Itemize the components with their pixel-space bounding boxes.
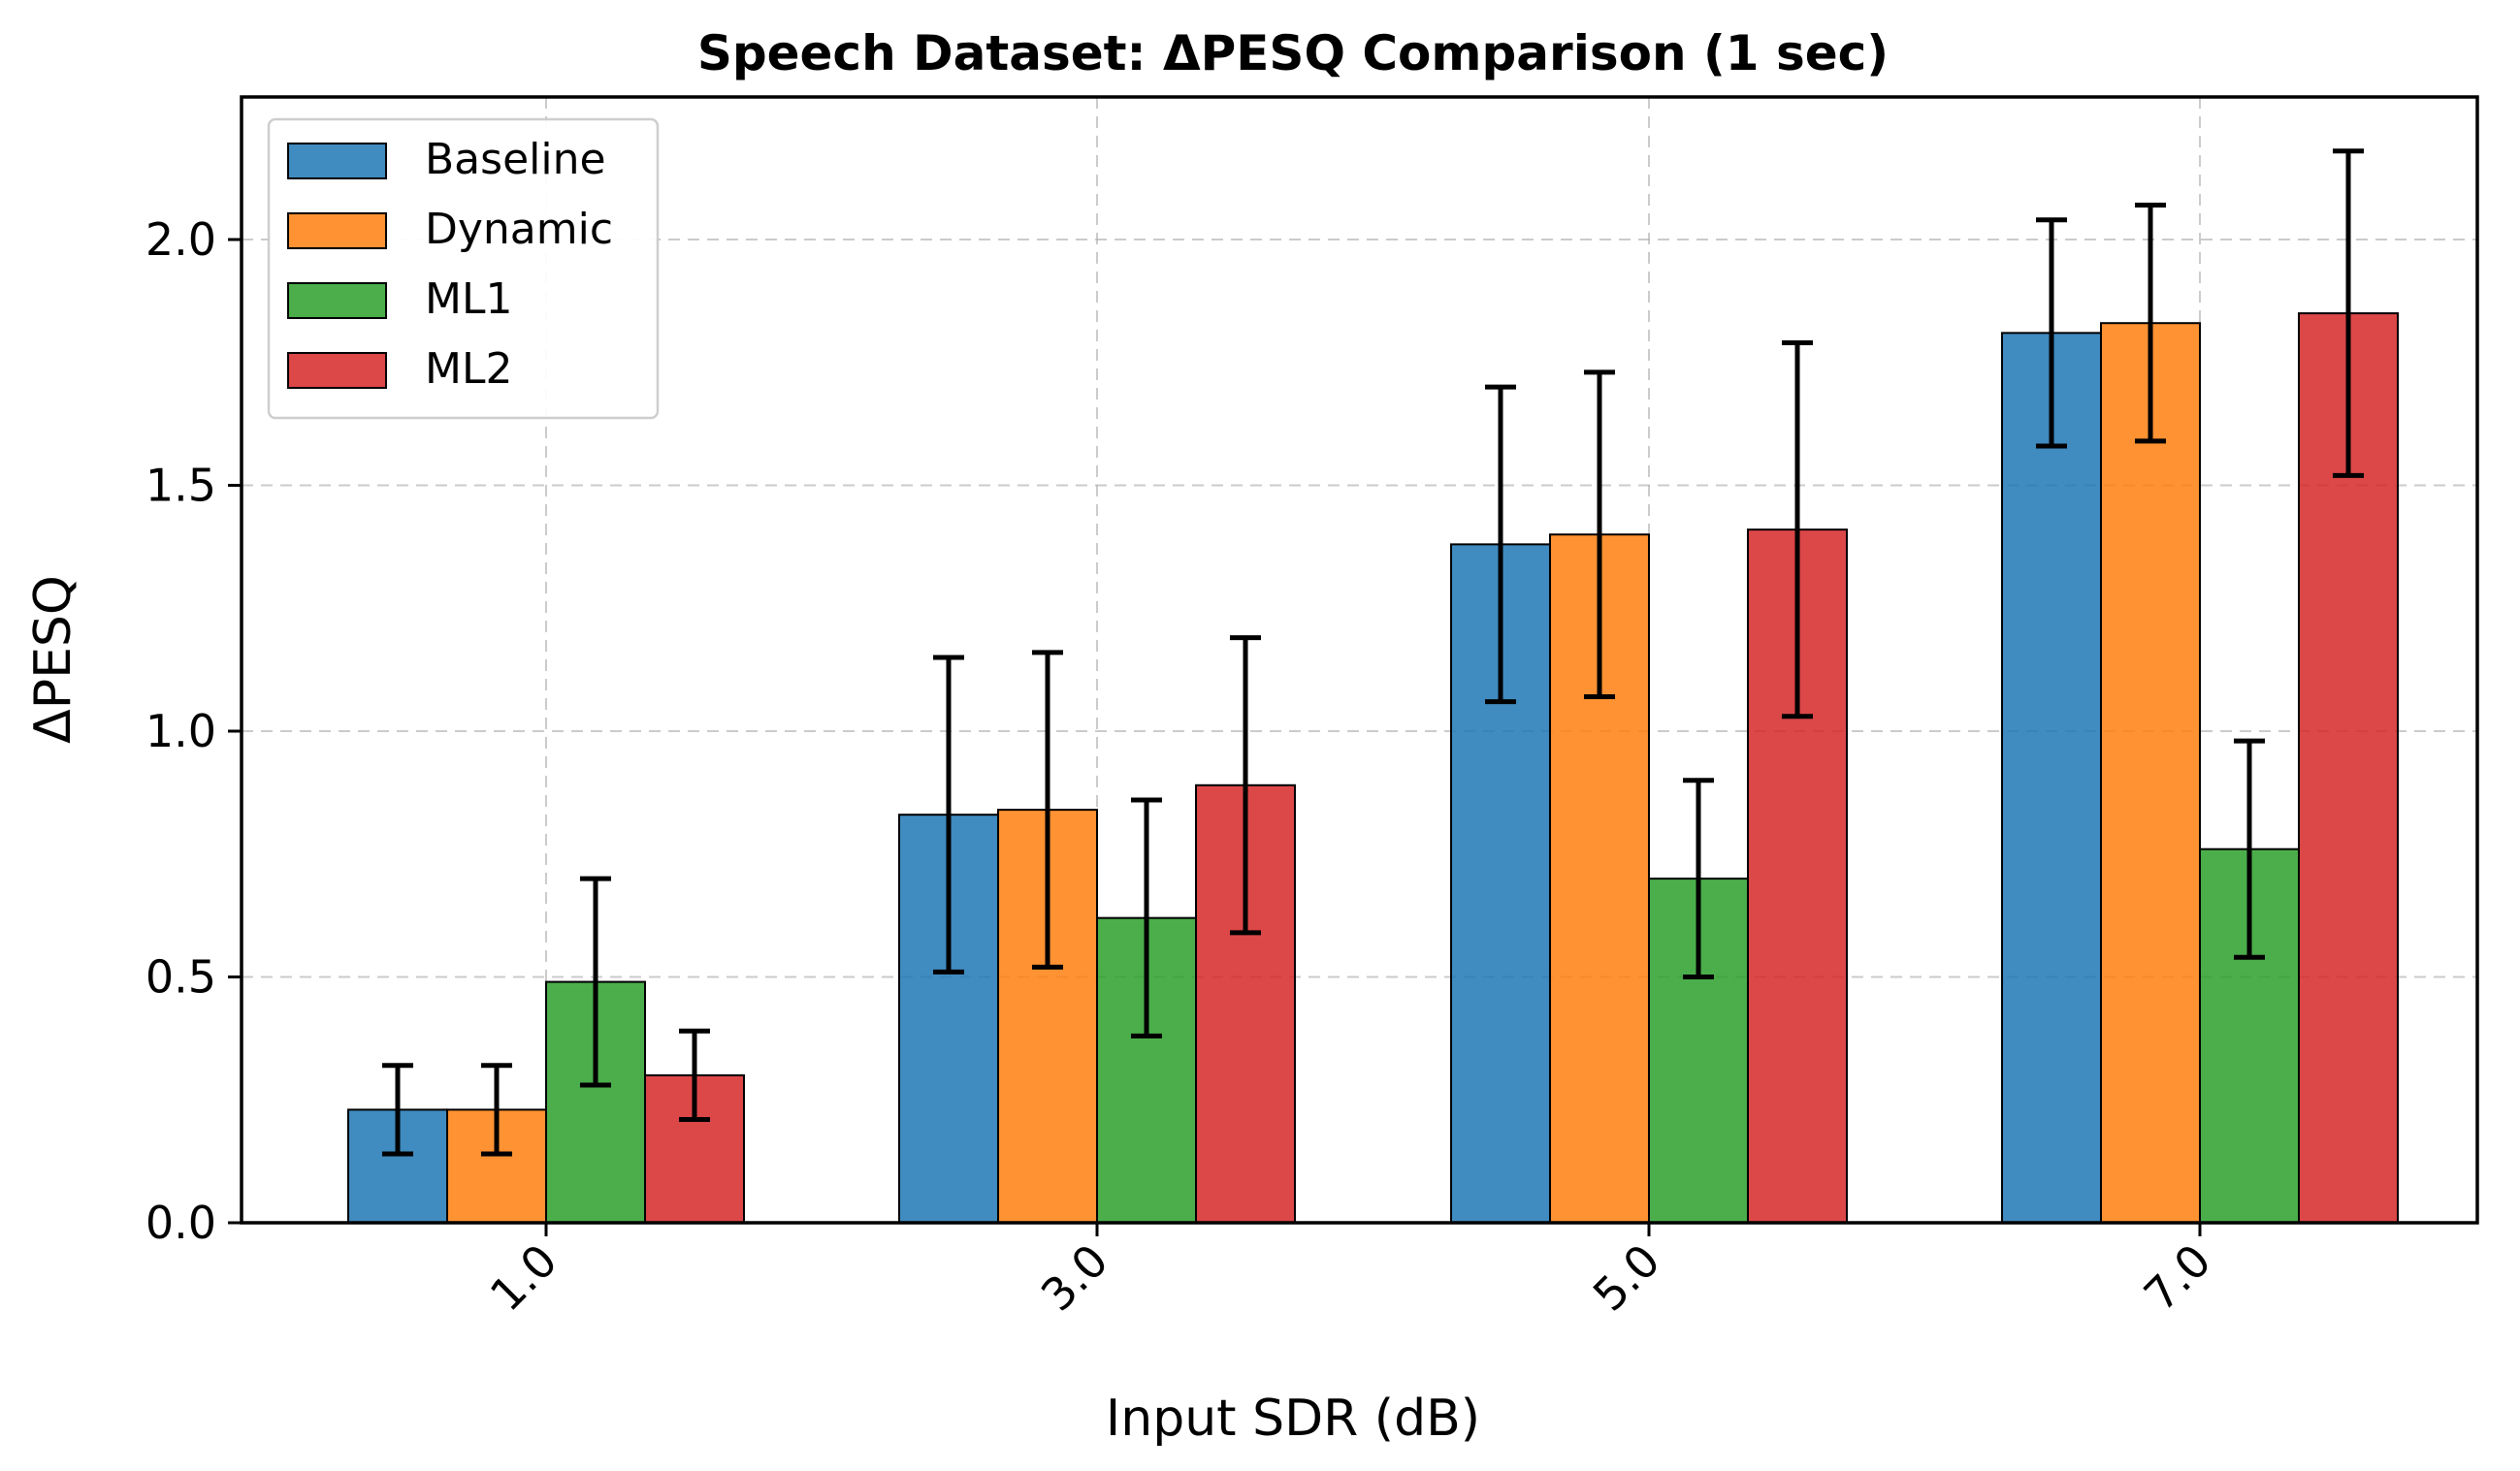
legend: Baseline Dynamic ML1 ML2: [267, 117, 660, 420]
legend-label: Baseline: [425, 135, 606, 184]
y-tick-label: 1.0: [145, 705, 216, 757]
legend-box: [267, 117, 660, 420]
y-tick-label: 1.5: [145, 460, 216, 512]
y-tick-label: 2.0: [145, 213, 216, 266]
legend-swatch: [287, 282, 387, 319]
plot-frame: [240, 95, 2479, 1225]
y-axis-label: ΔPESQ: [24, 575, 82, 744]
legend-label: Dynamic: [425, 205, 613, 254]
y-tick-label: 0.5: [145, 951, 216, 1004]
chart-title: Speech Dataset: ΔPESQ Comparison (1 sec): [697, 25, 1889, 81]
legend-label: ML2: [425, 344, 512, 394]
y-axis: 0.0 0.5 1.0 1.5 2.0: [145, 213, 242, 1249]
legend-swatch: [287, 212, 387, 249]
legend-swatch: [287, 352, 387, 389]
bar: [2100, 322, 2201, 1224]
bar: [2001, 332, 2102, 1224]
y-tick-label: 0.0: [145, 1197, 216, 1249]
error-bars: [382, 148, 2364, 1157]
legend-swatch: [287, 143, 387, 179]
legend-label: ML1: [425, 274, 512, 324]
x-axis-label: Input SDR (dB): [1106, 1390, 1480, 1448]
